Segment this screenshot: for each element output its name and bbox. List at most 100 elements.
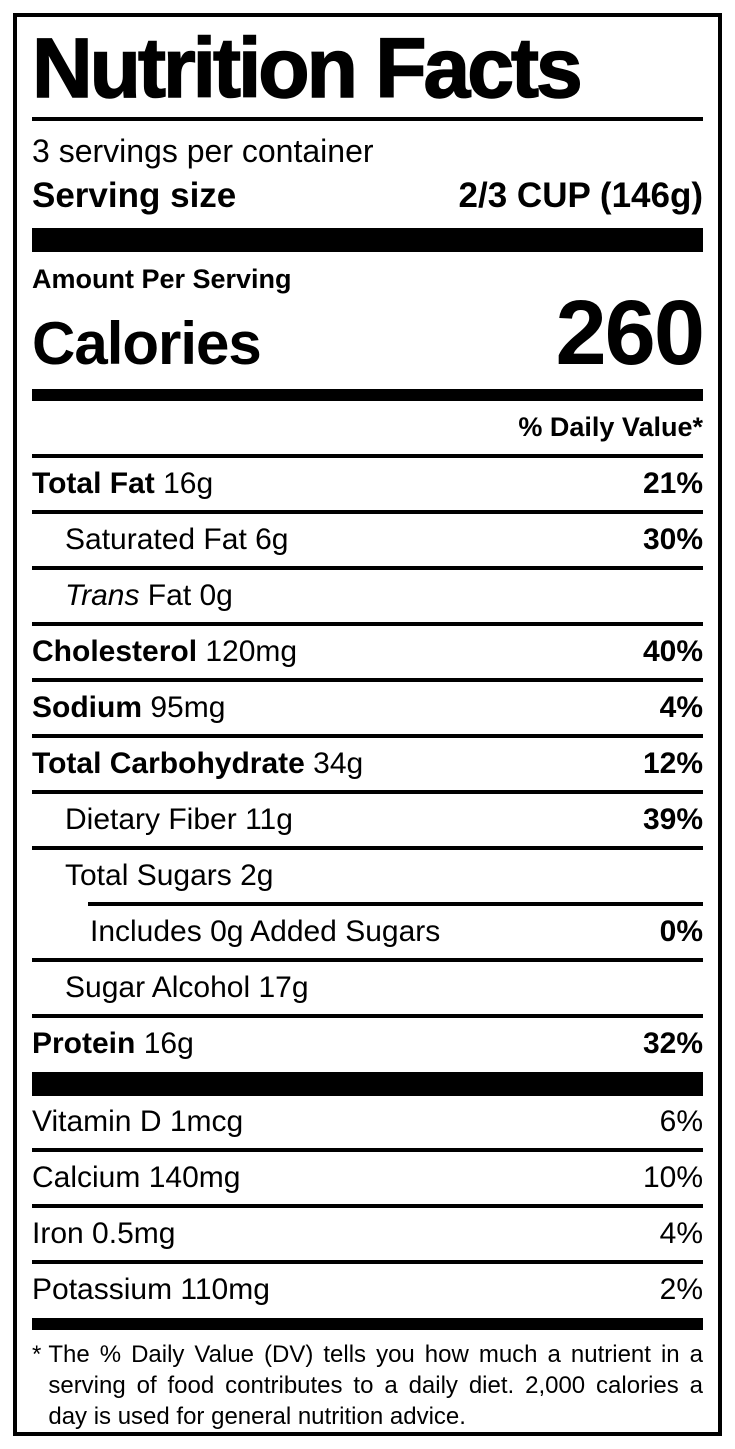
nutrient-dv: 0% (659, 915, 703, 949)
nutrient-name-amount: Dietary Fiber 11g (32, 803, 293, 837)
vitamin-amount: 0.5mg (92, 1217, 176, 1251)
nutrient-row-total-carbohydrate: Total Carbohydrate 34g 12% (32, 738, 703, 790)
vitamin-name: Potassium (32, 1273, 173, 1307)
row-separator (32, 566, 703, 571)
nutrient-row-trans-fat: Trans Fat 0g (32, 570, 703, 622)
row-separator (32, 846, 703, 851)
vitamin-amount: 110mg (180, 1273, 270, 1307)
serving-size-label: Serving size (32, 176, 237, 216)
nutrient-name-amount: Total Carbohydrate 34g (32, 747, 363, 781)
footnote-asterisk: * (32, 1341, 42, 1369)
nutrient-row-added-sugars: Includes 0g Added Sugars 0% (32, 906, 703, 958)
footnote-text: The % Daily Value (DV) tells you how muc… (48, 1341, 703, 1431)
nutrient-dv: 30% (642, 523, 703, 557)
row-separator (32, 678, 703, 683)
nutrient-row-protein: Protein 16g 32% (32, 1018, 703, 1070)
nutrient-name: Saturated Fat (65, 523, 247, 557)
nutrient-amount: 34g (313, 747, 364, 781)
nutrient-name-amount: Saturated Fat 6g (32, 523, 289, 557)
vitamin-dv: 4% (659, 1217, 703, 1251)
footnote: * The % Daily Value (DV) tells you how m… (32, 1330, 703, 1432)
nutrition-facts-label: Nutrition Facts 3 servings per container… (13, 13, 722, 1436)
nutrient-dv: 32% (642, 1027, 703, 1061)
row-separator (32, 1204, 703, 1209)
nutrient-dv: 4% (659, 691, 703, 725)
nutrient-name: Trans (65, 579, 140, 613)
calories-label: Calories (32, 310, 262, 378)
row-separator (32, 958, 703, 963)
thick-divider-top (32, 228, 703, 253)
medium-divider-bottom (32, 1318, 703, 1331)
nutrient-name-amount: Sodium 95mg (32, 691, 225, 725)
nutrient-amount: 6g (255, 523, 289, 557)
nutrient-amount: 120mg (205, 635, 298, 669)
nutrient-amount: 11g (245, 803, 293, 837)
vitamin-name-amount: Calcium 140mg (32, 1161, 240, 1195)
row-separator (32, 790, 703, 795)
nutrient-dv: 39% (642, 803, 703, 837)
nutrient-name: Protein (32, 1027, 136, 1061)
nutrient-row-saturated-fat: Saturated Fat 6g 30% (32, 514, 703, 566)
vitamin-dv: 6% (659, 1105, 703, 1139)
row-separator (32, 622, 703, 627)
nutrient-name-amount: Trans Fat 0g (32, 579, 233, 613)
nutrient-row-total-sugars: Total Sugars 2g (32, 850, 703, 902)
medium-divider-calories (32, 389, 703, 402)
vitamin-name-amount: Iron 0.5mg (32, 1217, 175, 1251)
nutrient-name: Total Fat (32, 467, 155, 501)
serving-size-value: 2/3 CUP (146g) (458, 176, 703, 216)
vitamin-row-potassium: Potassium 110mg 2% (32, 1264, 703, 1316)
nutrient-name: Total Carbohydrate (32, 747, 305, 781)
nutrient-amount: 16g (143, 1027, 194, 1061)
nutrient-name-amount: Sugar Alcohol 17g (32, 971, 309, 1005)
vitamin-name: Vitamin D (32, 1105, 162, 1139)
nutrient-amount: 16g (163, 467, 214, 501)
label-title: Nutrition Facts (31, 21, 583, 115)
thick-divider-vitamins (32, 1072, 703, 1097)
nutrient-name: Total Sugars (65, 859, 232, 893)
vitamin-dv: 10% (642, 1161, 703, 1195)
vitamin-name: Iron (32, 1217, 84, 1251)
vitamin-dv: 2% (659, 1273, 703, 1307)
nutrient-amount: 17g (258, 971, 309, 1005)
title-rule (32, 117, 703, 122)
nutrient-name-amount: Total Sugars 2g (32, 859, 273, 893)
amount-per-serving-label: Amount Per Serving (32, 264, 292, 295)
nutrient-dv: 21% (642, 467, 703, 501)
nutrient-name: Sodium (32, 691, 142, 725)
servings-per-container: 3 servings per container (32, 133, 374, 170)
vitamin-name-amount: Vitamin D 1mcg (32, 1105, 243, 1139)
nutrient-name-amount: Total Fat 16g (32, 467, 213, 501)
nutrient-name-amount: Protein 16g (32, 1027, 194, 1061)
calories-row: Calories 260 (32, 282, 705, 385)
nutrient-name: Includes 0g Added Sugars (90, 915, 441, 949)
daily-value-header: % Daily Value* (518, 412, 703, 443)
vitamin-row-vitamin-d: Vitamin D 1mcg 6% (32, 1096, 703, 1148)
vitamin-amount: 140mg (148, 1161, 241, 1195)
nutrient-name-amount: Includes 0g Added Sugars (32, 915, 440, 949)
nutrient-amount: 95mg (150, 691, 226, 725)
vitamin-amount: 1mcg (169, 1105, 244, 1139)
row-separator (32, 734, 703, 739)
row-separator (32, 1260, 703, 1265)
nutrient-amount: Fat 0g (139, 579, 233, 613)
vitamin-row-calcium: Calcium 140mg 10% (32, 1152, 703, 1204)
serving-size-row: Serving size 2/3 CUP (146g) (32, 176, 703, 216)
row-separator (32, 510, 703, 515)
row-separator (32, 1014, 703, 1019)
nutrient-name: Dietary Fiber (65, 803, 237, 837)
nutrient-dv: 40% (642, 635, 703, 669)
vitamin-row-iron: Iron 0.5mg 4% (32, 1208, 703, 1260)
nutrient-name-amount: Cholesterol 120mg (32, 635, 297, 669)
nutrient-amount: 2g (240, 859, 274, 893)
indented-separator (88, 902, 703, 907)
nutrient-row-cholesterol: Cholesterol 120mg 40% (32, 626, 703, 678)
vitamin-name-amount: Potassium 110mg (32, 1273, 270, 1307)
nutrient-name: Sugar Alcohol (65, 971, 251, 1005)
nutrient-row-total-fat: Total Fat 16g 21% (32, 458, 703, 510)
row-separator (32, 454, 703, 459)
nutrient-name: Cholesterol (32, 635, 198, 669)
calories-value: 260 (555, 282, 705, 385)
nutrient-dv: 12% (642, 747, 703, 781)
vitamin-name: Calcium (32, 1161, 141, 1195)
